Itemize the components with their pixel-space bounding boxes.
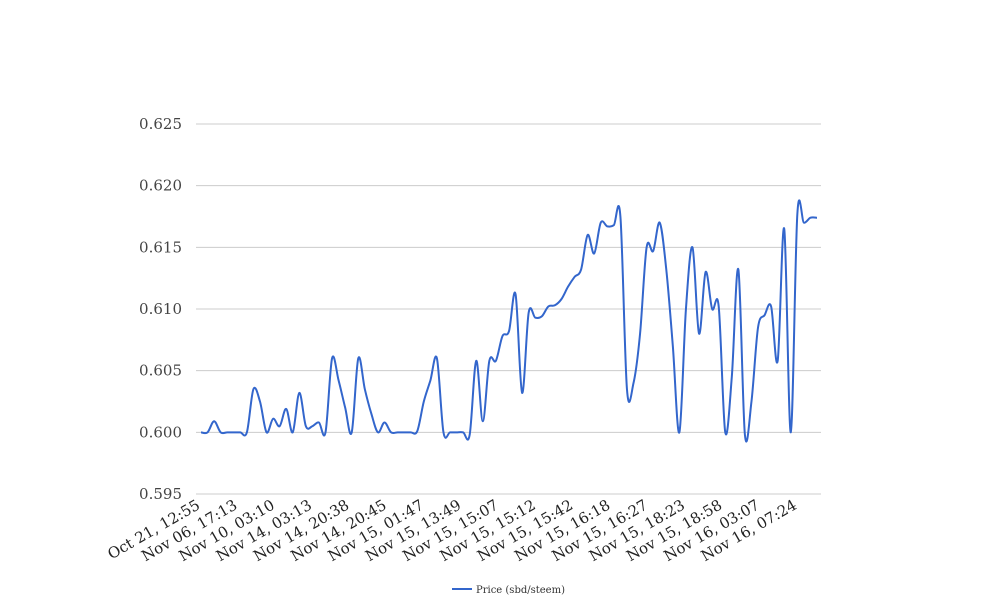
y-tick-label: 0.610 (139, 300, 182, 318)
series-lines (200, 199, 818, 443)
y-tick-label: 0.625 (139, 115, 182, 133)
y-tick-label: 0.620 (139, 177, 182, 195)
y-tick-label: 0.605 (139, 362, 182, 380)
legend-label: Price (sbd/steem) (476, 585, 565, 596)
gridlines (196, 123, 821, 495)
y-tick-label: 0.615 (139, 238, 182, 256)
y-tick-label: 0.600 (139, 423, 182, 441)
y-axis-tick-labels: 0.625 0.620 0.615 0.610 0.605 0.600 0.595 (139, 115, 182, 503)
series-line-price (200, 199, 818, 443)
legend: Price (sbd/steem) (452, 585, 565, 596)
y-tick-label: 0.595 (139, 485, 182, 503)
